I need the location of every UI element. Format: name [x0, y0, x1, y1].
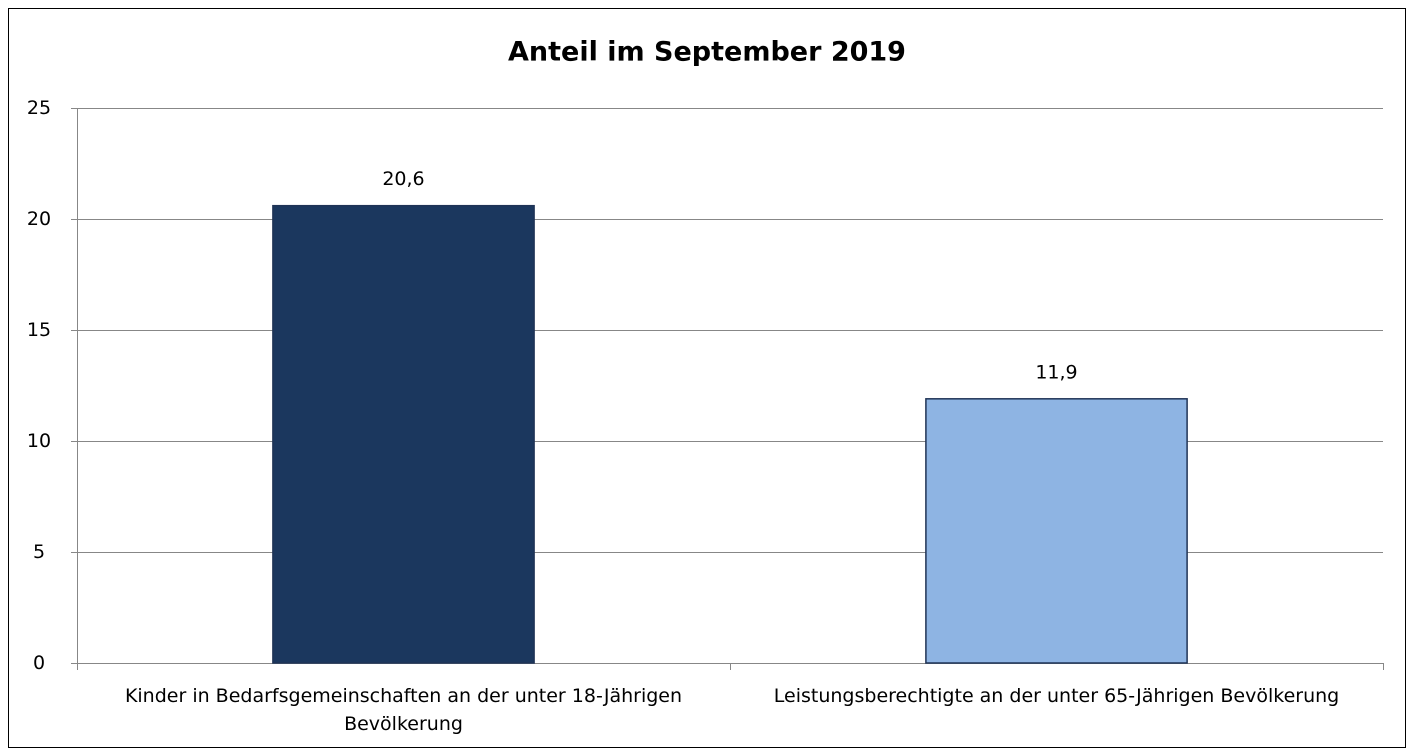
- chart-border: [8, 8, 1406, 748]
- bar: [925, 398, 1188, 664]
- y-tick-label: 5: [33, 541, 45, 563]
- chart-title: Anteil im September 2019: [508, 37, 906, 68]
- y-tick-label: 20: [27, 208, 51, 230]
- y-tick-label: 15: [27, 319, 51, 341]
- bar: [272, 204, 535, 664]
- y-tick-label: 25: [27, 97, 51, 119]
- y-tick-label: 10: [27, 430, 51, 452]
- x-tick-label: Kinder in Bedarfsgemeinschaften an der u…: [124, 685, 683, 735]
- y-tick-label: 0: [33, 652, 45, 674]
- data-label: 11,9: [1035, 361, 1077, 383]
- data-label: 20,6: [382, 168, 424, 190]
- x-tick-label: Leistungsberechtigte an der unter 65-Jäh…: [773, 685, 1340, 707]
